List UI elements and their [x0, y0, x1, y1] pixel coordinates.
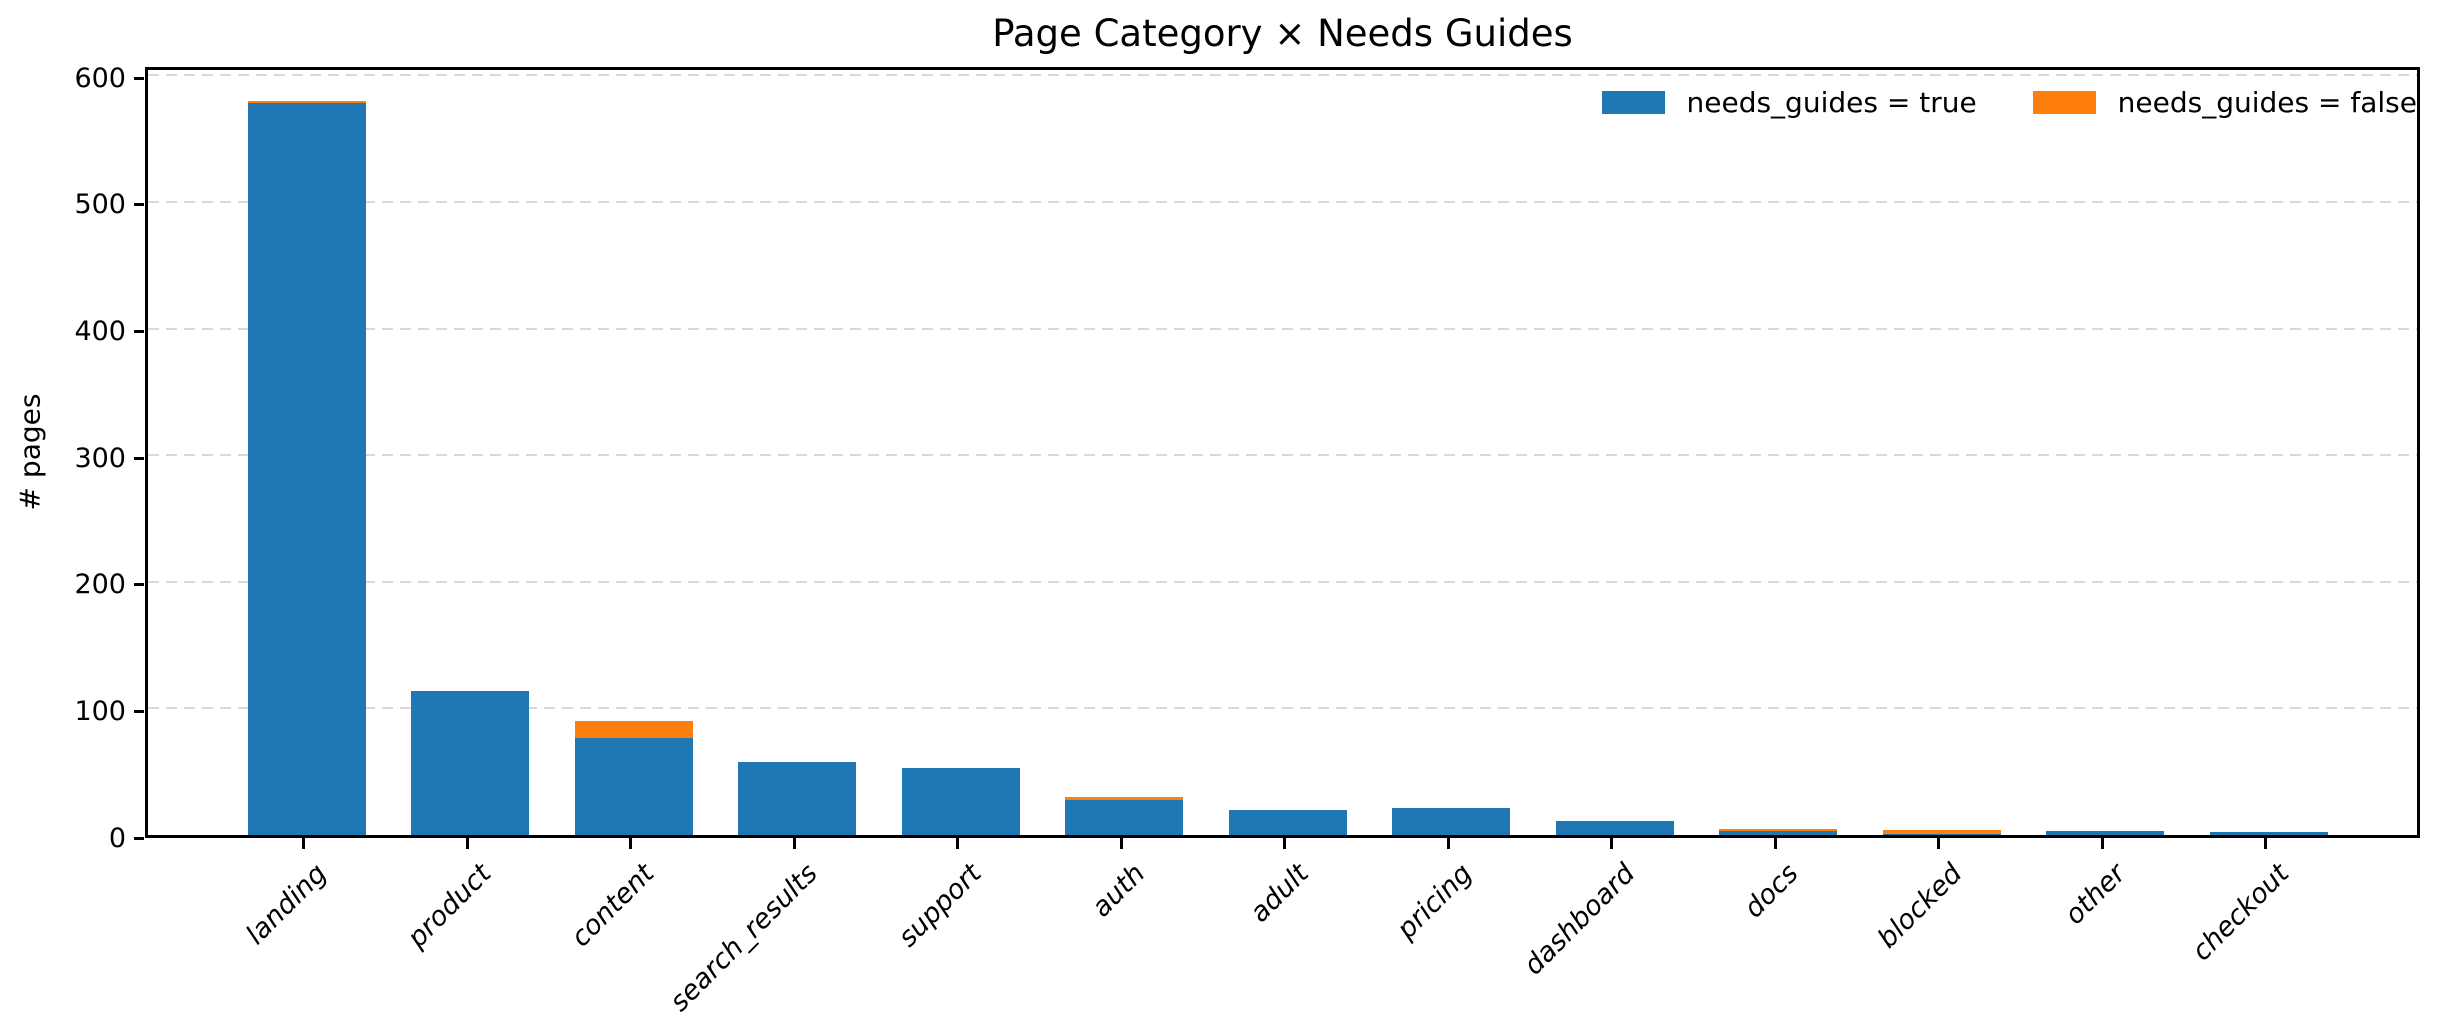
x-tick-mark — [629, 838, 632, 849]
legend-label-true: needs_guides = true — [1686, 86, 1977, 119]
y-tick-label: 400 — [74, 316, 126, 348]
x-tick-mark — [956, 838, 959, 849]
x-tick-mark — [1610, 838, 1613, 849]
bar-blocked-true — [1882, 833, 2001, 835]
y-tick-label: 500 — [74, 189, 126, 221]
x-tick-label: auth — [1085, 858, 1151, 924]
x-tick-label: content — [565, 858, 661, 954]
bar-adult-true — [1228, 809, 1347, 835]
y-tick-mark — [134, 203, 144, 207]
x-tick-label: checkout — [2186, 858, 2296, 968]
bar-product-true — [411, 690, 529, 835]
bar-dashboard-true — [1555, 821, 1674, 835]
y-tick-label: 200 — [74, 569, 126, 601]
x-tick-label: search_results — [664, 858, 824, 1018]
legend-item-false: needs_guides = false — [2032, 86, 2417, 119]
bar-content-false — [574, 721, 693, 738]
y-tick-mark — [134, 709, 144, 713]
x-tick-label: pricing — [1390, 858, 1478, 946]
y-tick-mark — [134, 330, 144, 334]
x-tick-mark — [792, 838, 796, 849]
x-tick-label: adult — [1243, 858, 1315, 929]
x-tick-label: landing — [240, 858, 334, 951]
bar-landing-true — [247, 103, 366, 835]
bar-checkout-true — [2209, 832, 2328, 835]
gridline — [148, 327, 2417, 330]
chart-title: Page Category × Needs Guides — [992, 12, 1573, 55]
y-tick-label: 300 — [74, 442, 126, 474]
bar-blocked-false — [1882, 829, 2001, 834]
x-tick-mark — [2100, 838, 2104, 849]
bar-other-true — [2046, 831, 2164, 835]
legend-item-true: needs_guides = true — [1601, 86, 1977, 119]
x-tick-label: docs — [1738, 858, 1805, 925]
bar-search_results-true — [738, 761, 856, 835]
bar-docs-true — [1719, 831, 1837, 835]
y-tick-label: 600 — [74, 62, 126, 94]
legend: needs_guides = true needs_guides = false — [1601, 86, 2417, 119]
x-tick-label: dashboard — [1518, 858, 1642, 982]
x-tick-label: other — [2059, 858, 2132, 931]
x-tick-mark — [1446, 838, 1450, 849]
y-tick-mark — [134, 456, 144, 460]
x-tick-mark — [1283, 838, 1286, 849]
x-tick-mark — [1937, 838, 1940, 849]
bar-pricing-true — [1392, 808, 1510, 835]
x-tick-mark — [1119, 838, 1123, 849]
x-tick-mark — [302, 838, 305, 849]
legend-swatch-false-icon — [2032, 91, 2096, 114]
gridline — [148, 74, 2417, 77]
bar-landing-false — [247, 100, 366, 104]
legend-label-false: needs_guides = false — [2117, 86, 2417, 119]
bar-content-true — [574, 737, 693, 835]
y-tick-mark — [134, 76, 144, 80]
x-tick-mark — [465, 838, 469, 849]
bar-auth-false — [1065, 797, 1183, 800]
gridline — [148, 201, 2417, 203]
plot-area — [145, 67, 2420, 838]
bar-docs-false — [1719, 828, 1837, 832]
gridline — [148, 454, 2417, 457]
y-tick-mark — [134, 836, 144, 840]
gridline — [148, 707, 2417, 710]
x-tick-label: blocked — [1871, 858, 1969, 955]
y-tick-label: 0 — [108, 822, 126, 854]
y-tick-mark — [134, 583, 144, 587]
x-tick-mark — [2264, 838, 2267, 849]
x-tick-label: support — [892, 858, 988, 954]
x-tick-label: product — [401, 858, 497, 954]
bar-auth-true — [1065, 799, 1183, 835]
legend-swatch-true-icon — [1601, 91, 1665, 114]
gridline — [148, 580, 2417, 583]
x-tick-mark — [1773, 838, 1777, 849]
bar-support-true — [901, 767, 1020, 835]
y-tick-label: 100 — [74, 695, 126, 727]
